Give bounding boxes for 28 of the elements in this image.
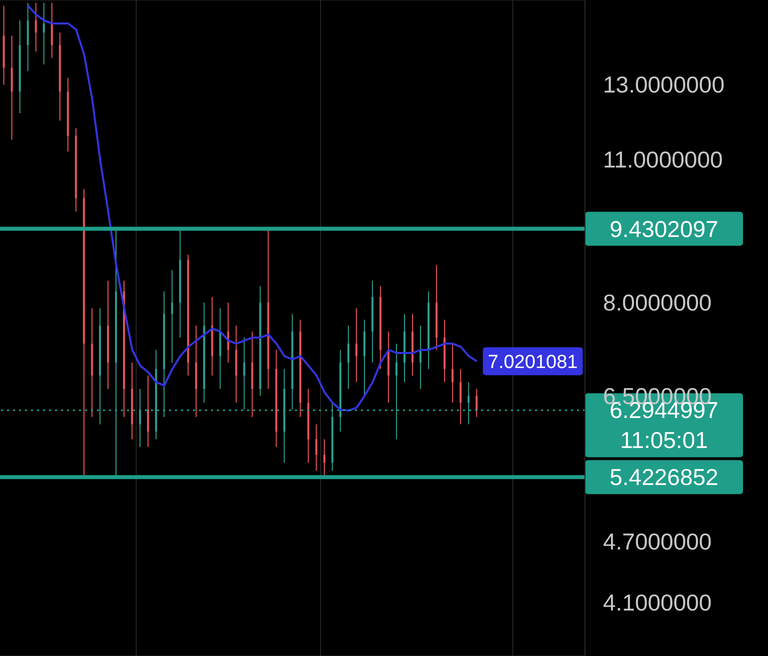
candlestick	[468, 382, 470, 425]
candlestick	[147, 375, 150, 448]
line-series	[27, 4, 478, 412]
y-tick-label: 4.7000000	[603, 528, 712, 554]
text: 11:05:01	[620, 427, 708, 454]
candlestick	[460, 368, 462, 425]
y-tick-label: 13.0000000	[603, 72, 725, 98]
candlestick	[50, 2, 53, 58]
y-tick-label: 8.0000000	[603, 290, 712, 316]
data-label: 7.0201081	[488, 352, 578, 374]
y-tick-label: 4.1000000	[603, 590, 712, 616]
candlestick	[395, 343, 398, 440]
candlestick	[347, 325, 350, 390]
ref-line-label: 9.4302097	[610, 216, 718, 242]
ref-line-label: 5.4226852	[610, 464, 718, 490]
candlestick	[323, 438, 326, 478]
candlestick	[355, 308, 358, 383]
candlestick	[10, 35, 13, 140]
candlestick	[420, 325, 422, 390]
candlestick	[452, 343, 454, 404]
candlestick	[171, 270, 174, 364]
candlestick	[139, 388, 142, 448]
candlestick	[34, 2, 37, 52]
candlestick	[315, 424, 318, 472]
candlestick	[243, 337, 246, 410]
y-tick-label: 11.0000000	[603, 146, 723, 173]
candlestick	[42, 2, 45, 65]
candlestick	[476, 388, 478, 418]
